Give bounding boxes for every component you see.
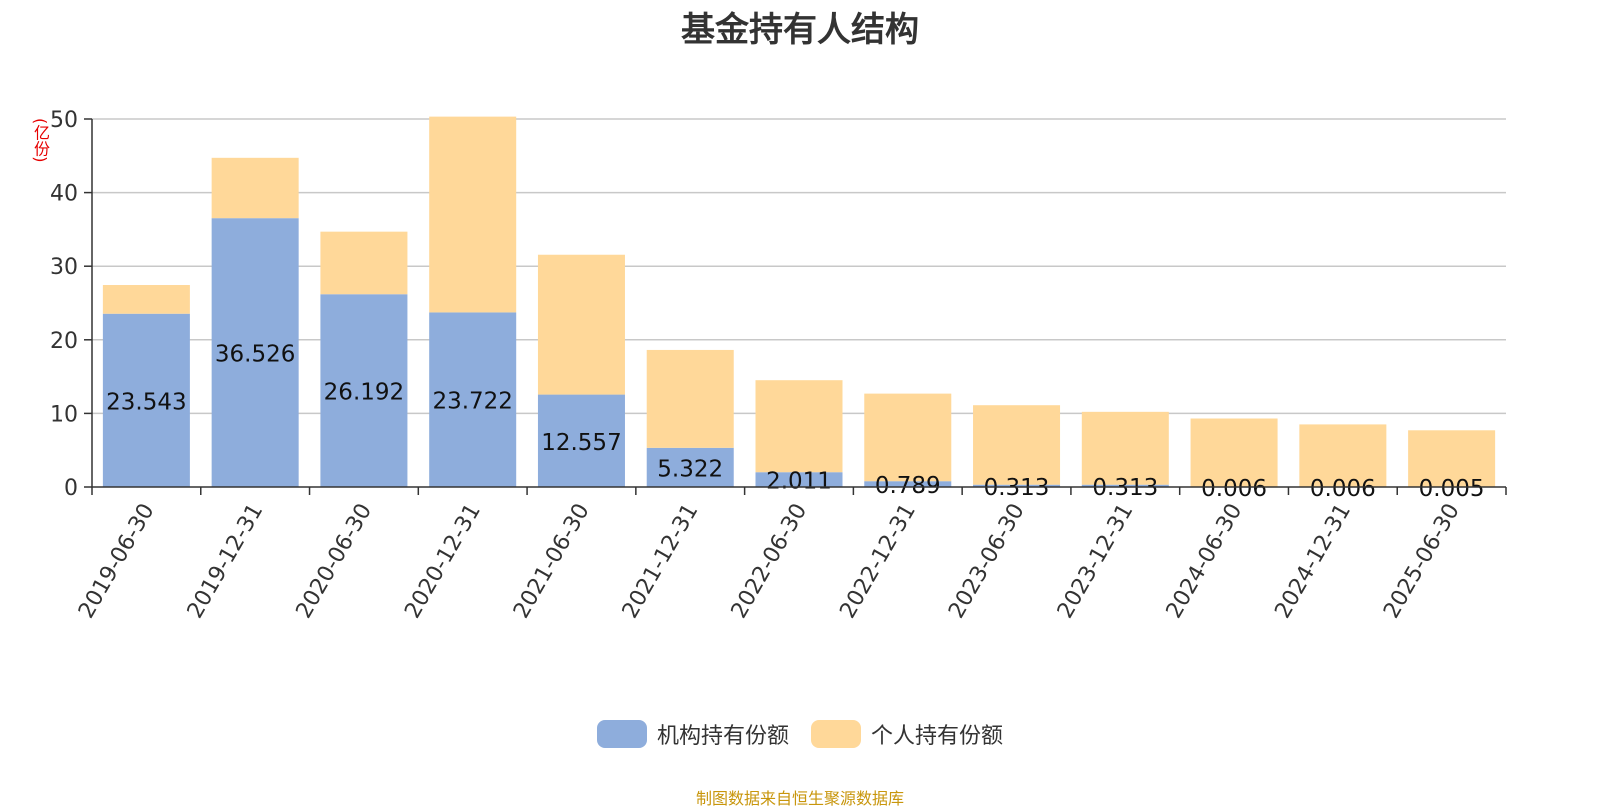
data-label-institutional: 0.005 bbox=[1419, 476, 1485, 502]
x-tick-label: 2023-06-30 bbox=[944, 500, 1030, 623]
y-tick-label: 10 bbox=[50, 402, 78, 427]
x-tick-label: 2024-12-31 bbox=[1270, 500, 1356, 623]
x-tick-label: 2019-12-31 bbox=[183, 500, 269, 623]
data-label-institutional: 0.313 bbox=[984, 475, 1050, 501]
legend: 机构持有份额 个人持有份额 bbox=[0, 718, 1600, 750]
x-tick-label: 2023-12-31 bbox=[1053, 500, 1139, 623]
bar-individual bbox=[538, 255, 625, 395]
legend-swatch-individual bbox=[811, 720, 861, 748]
bar-individual bbox=[1082, 412, 1169, 485]
x-tick-label: 2020-12-31 bbox=[400, 500, 486, 623]
legend-item-institutional[interactable]: 机构持有份额 bbox=[597, 718, 789, 750]
x-tick-label: 2025-06-30 bbox=[1379, 500, 1465, 623]
bar-individual bbox=[864, 394, 951, 482]
x-tick-label: 2022-06-30 bbox=[727, 500, 813, 623]
x-tick-label: 2022-12-31 bbox=[835, 500, 921, 623]
data-label-institutional: 23.543 bbox=[106, 389, 186, 415]
data-label-institutional: 2.011 bbox=[766, 469, 832, 495]
data-label-institutional: 0.789 bbox=[875, 473, 941, 499]
bar-individual bbox=[755, 380, 842, 472]
x-tick-label: 2021-12-31 bbox=[618, 500, 704, 623]
source-note: 制图数据来自恒生聚源数据库 bbox=[0, 785, 1600, 809]
data-label-institutional: 12.557 bbox=[541, 430, 621, 456]
data-label-institutional: 0.006 bbox=[1310, 476, 1376, 502]
bar-individual bbox=[429, 117, 516, 313]
y-tick-label: 30 bbox=[50, 255, 78, 280]
data-label-institutional: 5.322 bbox=[657, 456, 723, 482]
bar-individual bbox=[212, 158, 299, 218]
legend-swatch-institutional bbox=[597, 720, 647, 748]
data-label-institutional: 0.006 bbox=[1201, 476, 1267, 502]
y-tick-label: 50 bbox=[50, 108, 78, 133]
legend-label-individual: 个人持有份额 bbox=[871, 718, 1003, 750]
data-label-institutional: 26.192 bbox=[324, 380, 404, 406]
data-label-institutional: 23.722 bbox=[432, 389, 512, 415]
bar-individual bbox=[320, 232, 407, 295]
x-tick-label: 2020-06-30 bbox=[292, 500, 378, 623]
legend-label-institutional: 机构持有份额 bbox=[657, 718, 789, 750]
legend-item-individual[interactable]: 个人持有份额 bbox=[811, 718, 1003, 750]
y-tick-label: 0 bbox=[64, 476, 78, 501]
x-tick-label: 2019-06-30 bbox=[74, 500, 160, 623]
bar-individual bbox=[103, 285, 190, 314]
data-label-institutional: 36.526 bbox=[215, 342, 295, 368]
bar-individual bbox=[647, 350, 734, 448]
y-tick-label: 20 bbox=[50, 329, 78, 354]
data-label-institutional: 0.313 bbox=[1092, 475, 1158, 501]
bar-individual bbox=[973, 405, 1060, 484]
y-tick-label: 40 bbox=[50, 182, 78, 207]
x-tick-label: 2024-06-30 bbox=[1162, 500, 1248, 623]
x-tick-label: 2021-06-30 bbox=[509, 500, 595, 623]
